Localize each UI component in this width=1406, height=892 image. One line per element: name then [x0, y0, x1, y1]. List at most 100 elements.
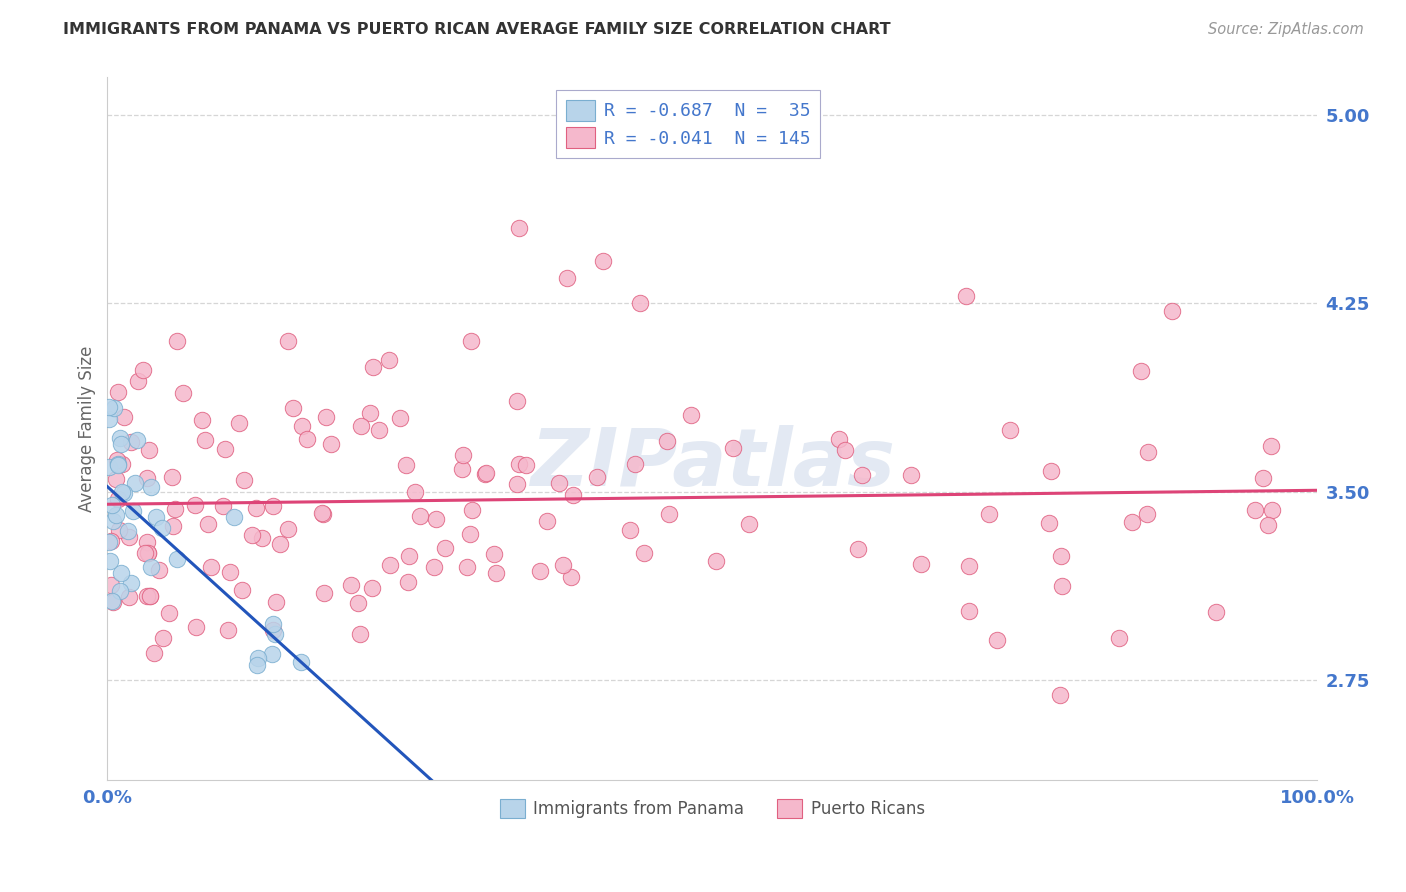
Point [1038, 516, 1060, 531]
Point [485, 566, 508, 580]
Point [200, 559, 222, 574]
Point [138, 590, 160, 604]
Point [910, 557, 932, 571]
Point [1260, 439, 1282, 453]
Point [145, 509, 167, 524]
Point [828, 432, 851, 446]
Point [107, 458, 129, 473]
Point [262, 499, 284, 513]
Point [311, 507, 333, 521]
Point [108, 584, 131, 599]
Point [100, 533, 122, 548]
Point [269, 537, 291, 551]
Point [283, 401, 305, 416]
Point [359, 406, 381, 420]
Point [100, 578, 122, 592]
Point [186, 620, 208, 634]
Point [245, 500, 267, 515]
Point [409, 509, 432, 524]
Point [110, 437, 132, 451]
Point [1261, 502, 1284, 516]
Point [166, 334, 188, 348]
Point [160, 470, 183, 484]
Point [529, 564, 551, 578]
Text: Source: ZipAtlas.com: Source: ZipAtlas.com [1208, 22, 1364, 37]
Point [217, 623, 239, 637]
Point [222, 509, 245, 524]
Point [423, 560, 446, 574]
Point [103, 401, 125, 416]
Point [218, 565, 240, 579]
Point [536, 514, 558, 528]
Point [124, 475, 146, 490]
Point [508, 221, 530, 235]
Point [456, 559, 478, 574]
Text: ZIPatlas: ZIPatlas [530, 425, 894, 503]
Point [98, 554, 121, 568]
Point [108, 431, 131, 445]
Point [135, 589, 157, 603]
Point [396, 574, 419, 589]
Point [125, 433, 148, 447]
Point [592, 253, 614, 268]
Point [474, 467, 496, 482]
Point [277, 522, 299, 536]
Legend: Immigrants from Panama, Puerto Ricans: Immigrants from Panama, Puerto Ricans [494, 793, 932, 825]
Point [1129, 364, 1152, 378]
Point [262, 623, 284, 637]
Point [451, 461, 474, 475]
Point [1136, 507, 1159, 521]
Point [117, 524, 139, 538]
Point [252, 531, 274, 545]
Point [139, 480, 162, 494]
Point [138, 443, 160, 458]
Point [148, 564, 170, 578]
Point [475, 466, 498, 480]
Point [1050, 578, 1073, 592]
Point [108, 523, 131, 537]
Text: IMMIGRANTS FROM PANAMA VS PUERTO RICAN AVERAGE FAMILY SIZE CORRELATION CHART: IMMIGRANTS FROM PANAMA VS PUERTO RICAN A… [63, 22, 891, 37]
Point [132, 362, 155, 376]
Point [1000, 423, 1022, 437]
Point [264, 594, 287, 608]
Point [97, 459, 120, 474]
Point [295, 432, 318, 446]
Point [1137, 445, 1160, 459]
Point [555, 271, 578, 285]
Point [232, 473, 254, 487]
Point [118, 590, 141, 604]
Point [211, 499, 233, 513]
Point [986, 633, 1008, 648]
Point [957, 558, 980, 573]
Point [111, 484, 134, 499]
Point [508, 458, 530, 472]
Point [851, 467, 873, 482]
Point [120, 576, 142, 591]
Point [1205, 605, 1227, 619]
Point [977, 507, 1000, 521]
Point [339, 577, 361, 591]
Point [172, 386, 194, 401]
Point [506, 394, 529, 409]
Point [97, 412, 120, 426]
Point [264, 627, 287, 641]
Point [105, 508, 128, 523]
Point [143, 646, 166, 660]
Point [1049, 689, 1071, 703]
Point [367, 423, 389, 437]
Point [679, 408, 702, 422]
Point [395, 458, 418, 473]
Point [1039, 464, 1062, 478]
Point [721, 442, 744, 456]
Point [152, 632, 174, 646]
Point [101, 498, 124, 512]
Point [515, 458, 537, 472]
Point [350, 419, 373, 434]
Point [150, 520, 173, 534]
Point [378, 352, 401, 367]
Point [118, 530, 141, 544]
Point [633, 546, 655, 560]
Point [107, 491, 129, 506]
Point [312, 508, 335, 522]
Point [263, 616, 285, 631]
